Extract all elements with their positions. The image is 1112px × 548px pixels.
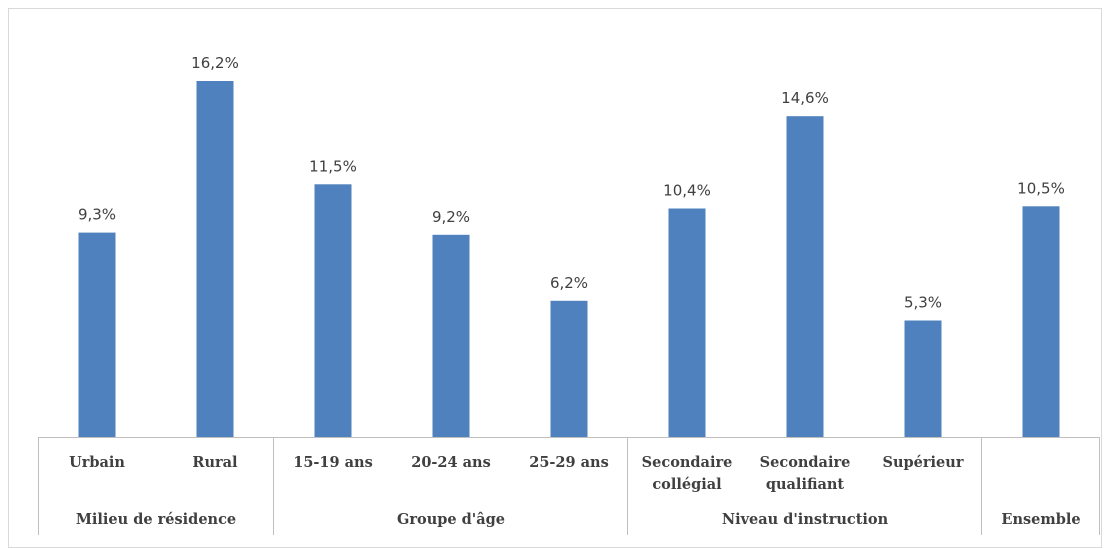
group-label-1: Groupe d'âge: [397, 511, 505, 528]
value-labels-layer: 9,3% 16,2% 11,5% 9,2% 6,2% 10,4% 14,6% 5,3% 10,5…: [78, 54, 1065, 312]
value-label-7: 5,3%: [904, 294, 942, 312]
bar-5: [668, 208, 706, 437]
bar-3: [432, 234, 470, 437]
bar-2: [314, 184, 352, 437]
value-label-1: 16,2%: [191, 54, 239, 72]
value-label-8: 10,5%: [1017, 179, 1065, 197]
axis-layer: [38, 437, 1100, 535]
value-label-6: 14,6%: [781, 89, 829, 107]
category-label-6-line-1: qualifiant: [766, 476, 845, 493]
category-label-4: 25-29 ans: [529, 454, 609, 471]
value-label-5: 10,4%: [663, 182, 711, 200]
group-label-3: Ensemble: [1001, 511, 1080, 528]
category-label-5-line-0: Secondaire: [642, 454, 733, 471]
bar-chart: 9,3% 16,2% 11,5% 9,2% 6,2% 10,4% 14,6% 5,3% 10,5…: [38, 54, 1100, 535]
value-label-4: 6,2%: [550, 274, 588, 292]
bar-1: [196, 81, 234, 437]
bar-7: [904, 320, 942, 437]
category-label-3: 20-24 ans: [411, 454, 491, 471]
category-label-5-line-1: collégial: [652, 476, 722, 493]
bar-0: [78, 232, 116, 437]
bars-layer: [78, 81, 1060, 437]
group-label-0: Milieu de résidence: [76, 511, 236, 528]
bar-6: [786, 116, 824, 437]
category-label-0: Urbain: [69, 454, 125, 471]
category-label-1: Rural: [192, 454, 238, 471]
group-label-2: Niveau d'instruction: [722, 511, 889, 528]
category-label-2: 15-19 ans: [293, 454, 373, 471]
bar-8: [1022, 206, 1060, 437]
bar-4: [550, 300, 588, 437]
value-label-3: 9,2%: [432, 208, 470, 226]
category-label-7: Supérieur: [883, 454, 964, 471]
value-label-0: 9,3%: [78, 206, 116, 224]
value-label-2: 11,5%: [309, 157, 357, 175]
category-labels-layer: Urbain Rural 15-19 ans 20-24 ans 25-29 ans Se…: [69, 454, 964, 493]
group-labels-layer: Milieu de résidence Groupe d'âge Niveau d'…: [76, 511, 1081, 528]
category-label-6-line-0: Secondaire: [760, 454, 851, 471]
chart-frame: [8, 8, 1102, 548]
